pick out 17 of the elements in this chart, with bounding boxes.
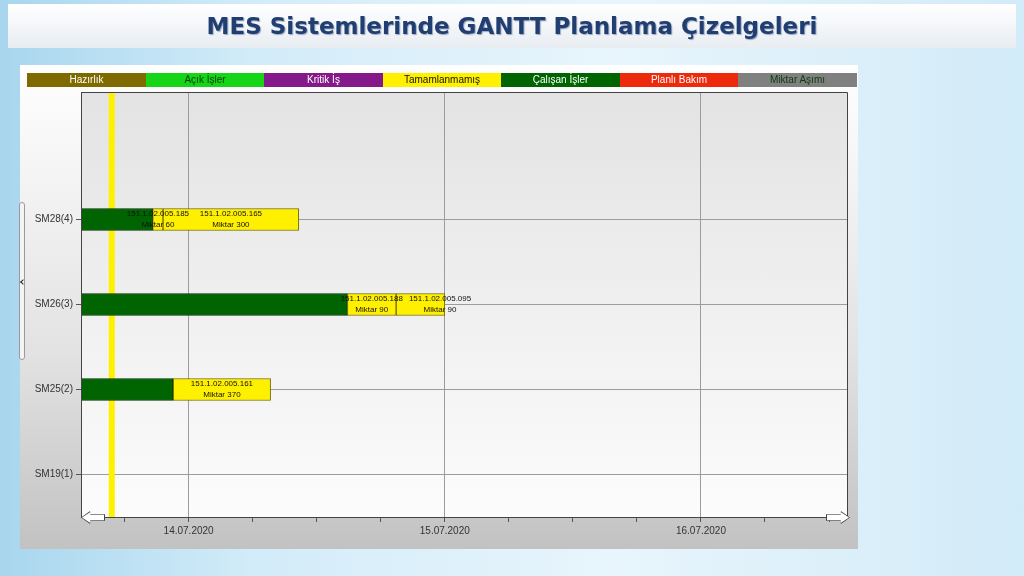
legend-label: Çalışan İşler: [532, 73, 589, 86]
y-tick-label: SM19(1): [34, 468, 73, 480]
data-label: 151.1.02.005.165 Miktar 300: [199, 209, 263, 229]
x-tick-label: 14.07.2020: [163, 524, 215, 536]
legend-label: Miktar Aşımı: [769, 74, 826, 86]
legend-label: Açık İşler: [184, 73, 227, 86]
x-tick-label: 15.07.2020: [419, 524, 471, 536]
legend-label: Tamamlanmamış: [403, 74, 481, 86]
x-tick-label: 16.07.2020: [675, 524, 727, 536]
legend-label: Planlı Bakım: [650, 74, 708, 86]
y-tick-label: SM25(2): [34, 383, 73, 395]
chart-title: MES Sistemlerinde GANTT Planlama Çizelgeleri: [206, 13, 818, 39]
y-tick-label: SM26(3): [34, 298, 73, 310]
legend-label: Hazırlık: [69, 74, 105, 86]
data-label: 151.1.02.005.161 Miktar 370: [190, 379, 254, 399]
y-tick-label: SM28(4): [34, 213, 73, 225]
legend-label: Kritik İş: [307, 73, 340, 86]
